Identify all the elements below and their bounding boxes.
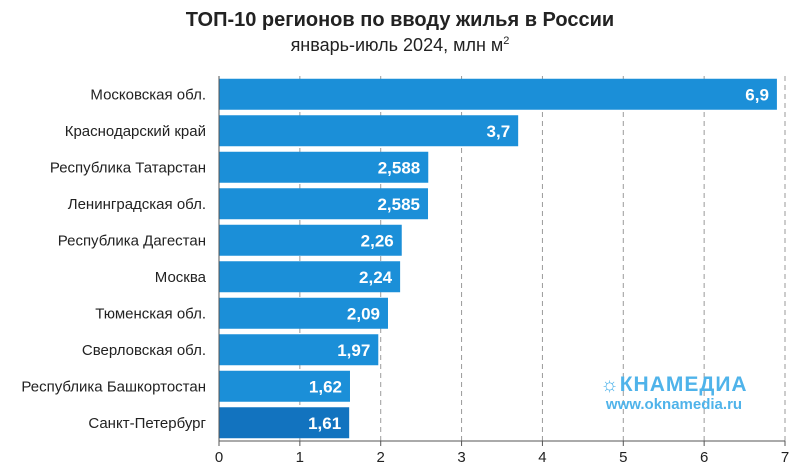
value-label-7: 1,97 [337, 341, 370, 360]
category-label-5: Москва [155, 269, 207, 286]
chart-title: ТОП-10 регионов по вводу жилья в России [185, 9, 615, 31]
watermark-url: www.oknamedia.ru [605, 396, 743, 413]
category-label-6: Тюменская обл. [95, 305, 206, 322]
category-label-0: Московская обл. [90, 86, 206, 103]
bar-8 [219, 370, 350, 402]
subtitle-superscript: 2 [503, 35, 510, 47]
value-label-0: 6,9 [745, 85, 769, 104]
bar-2 [219, 151, 429, 183]
watermark-logo-text: КНАМЕДИА [619, 373, 748, 396]
watermark-logo: ☼КНАМЕДИА [584, 373, 764, 397]
category-label-1: Краснодарский край [65, 123, 206, 140]
bar-9 [219, 407, 350, 439]
bar-0 [219, 78, 777, 110]
bar-5 [219, 261, 401, 293]
sun-icon: ☼ [600, 374, 620, 396]
x-tick-label-6: 6 [700, 449, 708, 466]
value-label-6: 2,09 [347, 304, 380, 323]
category-label-8: Республика Башкортостан [21, 378, 206, 395]
chart-subtitle: январь-июль 2024, млн м2 [0, 35, 800, 56]
x-tick-label-0: 0 [215, 449, 223, 466]
watermark: ☼КНАМЕДИА www.oknamedia.ru [584, 373, 764, 413]
x-tick-label-5: 5 [619, 449, 627, 466]
x-tick-label-2: 2 [377, 449, 385, 466]
value-label-8: 1,62 [309, 377, 342, 396]
category-label-7: Сверловская обл. [82, 342, 206, 359]
category-label-4: Республика Дагестан [58, 232, 206, 249]
bar-7 [219, 334, 379, 366]
category-label-2: Республика Татарстан [50, 159, 206, 176]
bar-1 [219, 115, 519, 147]
value-label-2: 2,588 [378, 158, 421, 177]
bar-3 [219, 188, 429, 220]
value-label-9: 1,61 [308, 414, 341, 433]
subtitle-text: январь-июль 2024, млн м [290, 35, 504, 55]
x-tick-label-4: 4 [538, 449, 546, 466]
x-tick-label-3: 3 [457, 449, 465, 466]
value-label-3: 2,585 [377, 195, 420, 214]
x-tick-label-1: 1 [296, 449, 304, 466]
category-label-9: Санкт-Петербург [88, 415, 206, 432]
value-label-1: 3,7 [487, 122, 511, 141]
bar-6 [219, 297, 388, 329]
x-tick-label-7: 7 [781, 449, 789, 466]
value-label-4: 2,26 [361, 231, 394, 250]
category-label-3: Ленинградская обл. [68, 196, 206, 213]
bar-4 [219, 224, 402, 256]
value-label-5: 2,24 [359, 268, 393, 287]
